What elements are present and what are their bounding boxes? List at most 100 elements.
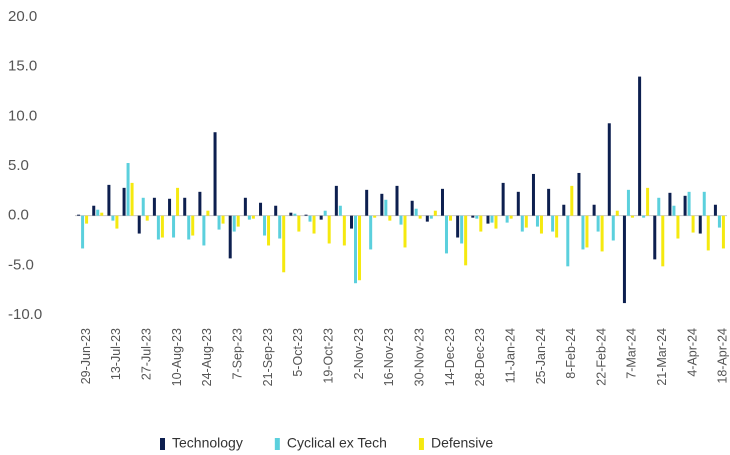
bar — [96, 209, 100, 216]
bar — [410, 200, 414, 216]
bar — [289, 212, 293, 216]
bar — [615, 210, 619, 216]
bar — [85, 215, 89, 224]
bar — [259, 202, 263, 216]
bar — [524, 215, 528, 228]
bar — [471, 215, 475, 218]
x-tick-label: 4-Apr-24 — [685, 328, 699, 377]
bar — [642, 215, 646, 218]
bar — [338, 205, 342, 216]
bar — [706, 215, 710, 251]
bar — [308, 215, 312, 222]
bar — [198, 191, 202, 216]
x-tick-label: 28-Dec-23 — [473, 328, 487, 386]
bar — [425, 215, 429, 222]
bar — [115, 215, 119, 229]
bar — [494, 215, 498, 229]
bar — [490, 215, 494, 223]
bar — [172, 215, 176, 238]
bar — [429, 215, 433, 219]
bar — [267, 215, 271, 246]
legend-label: Cyclical ex Tech — [287, 435, 387, 451]
bar — [263, 215, 267, 236]
bar — [418, 215, 422, 219]
bar — [100, 212, 104, 216]
x-tick-label: 29-Jun-23 — [79, 328, 93, 384]
x-tick-label: 25-Jan-24 — [534, 328, 548, 384]
bar — [721, 215, 725, 249]
legend-label: Defensive — [431, 435, 493, 451]
x-tick-label: 7-Mar-24 — [625, 328, 639, 379]
bar — [176, 187, 180, 216]
bar — [661, 215, 665, 267]
x-tick-label: 22-Feb-24 — [594, 328, 608, 386]
bar — [501, 182, 505, 216]
bar — [183, 197, 187, 216]
x-tick-label: 5-Oct-23 — [291, 328, 305, 377]
bar — [168, 198, 172, 216]
bar — [312, 215, 316, 234]
bar — [668, 192, 672, 216]
bar — [130, 182, 134, 216]
x-tick-label: 7-Sep-23 — [231, 328, 245, 379]
legend-swatch — [274, 438, 280, 450]
bar — [486, 215, 490, 224]
bar — [653, 215, 657, 260]
bar — [539, 215, 543, 234]
bar — [369, 215, 373, 250]
bar — [687, 191, 691, 216]
bar — [535, 215, 539, 227]
bar — [282, 215, 286, 273]
bar — [202, 215, 206, 246]
bar — [213, 132, 217, 216]
bar — [191, 215, 195, 236]
bar — [187, 215, 191, 240]
bar — [126, 163, 130, 216]
bar — [698, 215, 702, 234]
y-tick-label: 15.0 — [8, 58, 37, 75]
bar — [717, 215, 721, 228]
bar — [399, 215, 403, 225]
bar — [228, 215, 232, 259]
bar — [600, 215, 604, 252]
bar — [327, 215, 331, 244]
bar — [323, 210, 327, 216]
bar — [475, 215, 479, 219]
bar — [626, 189, 630, 216]
bar — [373, 215, 377, 218]
bar — [713, 204, 717, 216]
bar — [520, 215, 524, 232]
x-tick-label: 18-Apr-24 — [716, 328, 730, 384]
bar — [691, 215, 695, 233]
bar — [547, 188, 551, 216]
bar — [448, 215, 452, 221]
bar — [622, 215, 626, 304]
bar — [676, 215, 680, 239]
x-tick-label: 14-Dec-23 — [443, 328, 457, 386]
y-tick-label: 0.0 — [8, 207, 29, 224]
y-tick-label: 5.0 — [8, 157, 29, 174]
bar — [566, 215, 570, 267]
bar — [585, 215, 589, 248]
bar — [433, 210, 437, 216]
bar — [516, 191, 520, 216]
x-tick-label: 2-Nov-23 — [352, 328, 366, 379]
bar — [247, 215, 251, 220]
bar — [570, 185, 574, 216]
x-tick-label: 11-Jan-24 — [503, 328, 517, 383]
y-tick-label: -5.0 — [8, 256, 34, 273]
bar — [145, 215, 149, 221]
x-tick-label: 21-Sep-23 — [261, 328, 275, 386]
bar — [596, 215, 600, 232]
bar — [297, 215, 301, 232]
bar — [319, 215, 323, 220]
bar — [607, 123, 611, 216]
bar — [77, 214, 81, 216]
bar — [251, 215, 255, 219]
x-tick-label: 19-Oct-23 — [321, 328, 335, 384]
bar — [160, 215, 164, 238]
bar — [221, 215, 225, 224]
bar — [672, 205, 676, 216]
bar — [293, 213, 297, 216]
bar — [638, 76, 642, 216]
